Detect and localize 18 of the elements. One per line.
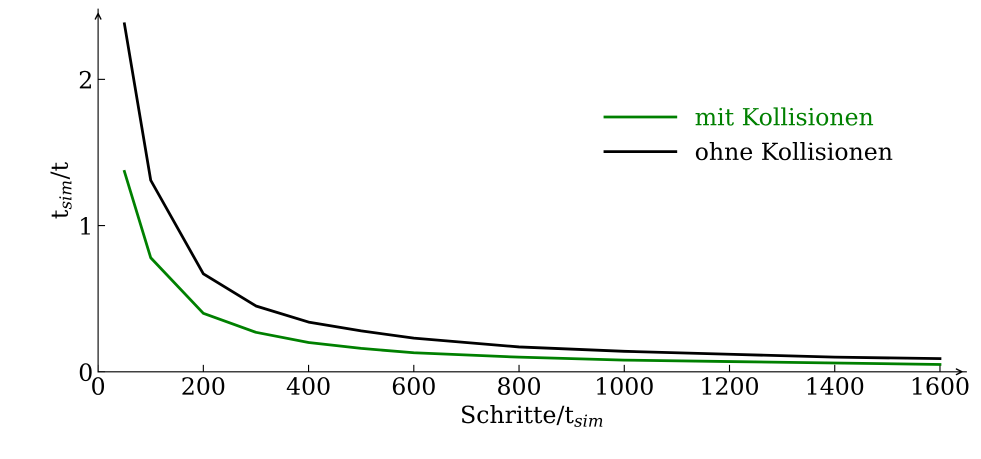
- x-tick-label: 1600: [912, 377, 968, 395]
- legend-label: ohne Kollisionen: [696, 142, 892, 160]
- legend-label: mit Kollisionen: [696, 107, 874, 126]
- y-tick-label: 0: [80, 363, 92, 382]
- y-axis-title: t$_{sim}$/t: [50, 162, 72, 218]
- x-tick-label: 600: [392, 377, 435, 395]
- x-tick-label: 1400: [808, 377, 864, 395]
- x-tick-label: 400: [286, 377, 330, 395]
- x-tick-label: 1200: [702, 377, 758, 395]
- x-tick-label: 1000: [597, 377, 653, 395]
- line-series: [123, 22, 942, 360]
- x-tick-label: 0: [92, 377, 104, 395]
- y-tick-label: 1: [81, 217, 90, 235]
- line-series: [123, 170, 942, 366]
- y-tick-label: 2: [80, 70, 91, 88]
- x-tick-label: 800: [498, 377, 540, 395]
- x-axis-title: Schritte/t$_{sim}$: [462, 405, 602, 427]
- x-tick-label: 200: [182, 377, 224, 395]
